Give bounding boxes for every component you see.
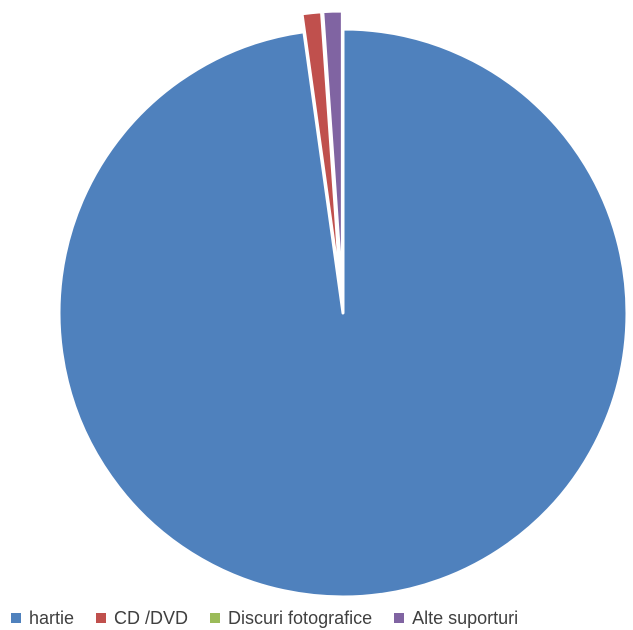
legend-item-hartie: hartie bbox=[11, 607, 74, 629]
legend-label: Discuri fotografice bbox=[228, 608, 373, 628]
legend-swatch bbox=[11, 613, 21, 623]
chart-legend: hartie CD /DVD Discuri fotografice Alte … bbox=[0, 606, 633, 630]
legend-item-discuri-fotografice: Discuri fotografice bbox=[210, 607, 372, 629]
legend-label: hartie bbox=[29, 608, 75, 628]
pie-chart bbox=[57, 9, 629, 599]
legend-label: Alte suporturi bbox=[412, 608, 519, 628]
legend-item-alte-suporturi: Alte suporturi bbox=[394, 607, 518, 629]
legend-item-cd-dvd: CD /DVD bbox=[96, 607, 188, 629]
legend-swatch bbox=[210, 613, 221, 623]
legend-swatch bbox=[394, 613, 405, 623]
pie-slice-hartie bbox=[57, 27, 629, 599]
legend-label: CD /DVD bbox=[114, 608, 189, 628]
pie-slice-alte-suporturi bbox=[321, 9, 344, 297]
legend-swatch bbox=[96, 613, 107, 623]
